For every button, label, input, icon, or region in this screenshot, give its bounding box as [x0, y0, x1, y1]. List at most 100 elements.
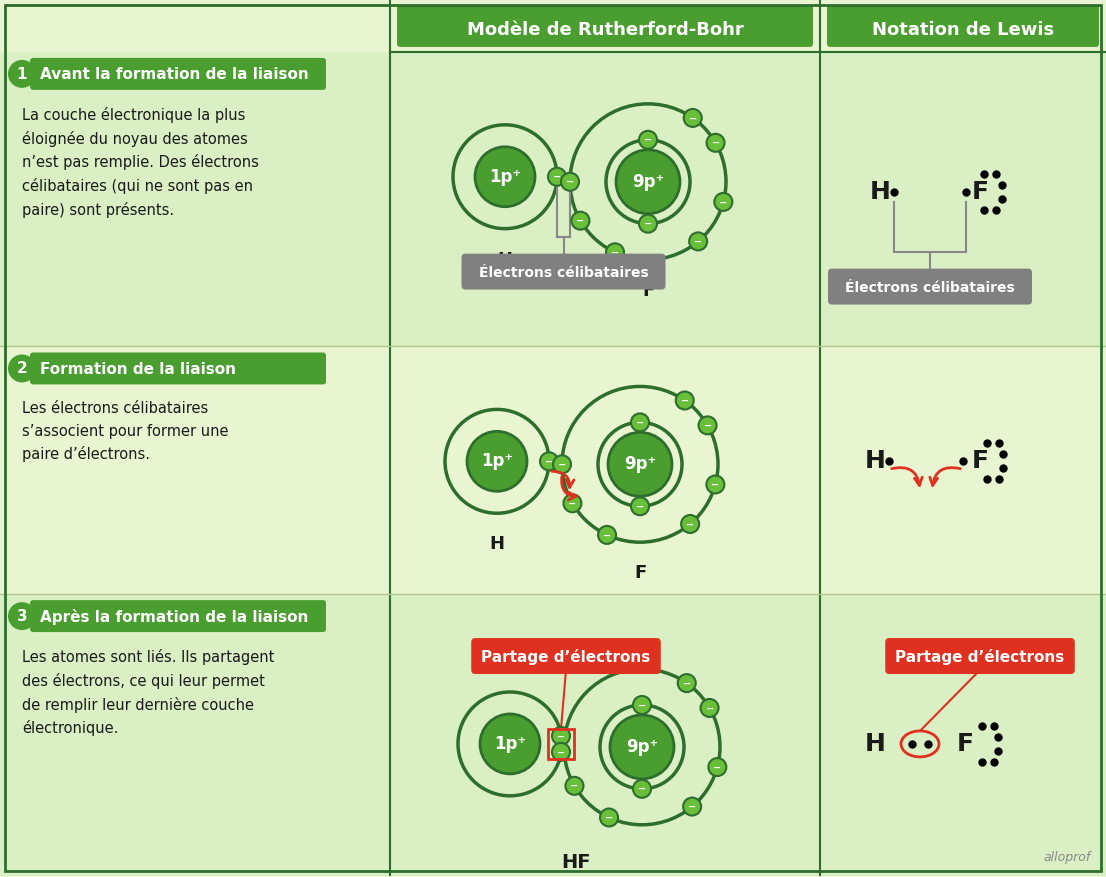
- Text: Électrons célibataires: Électrons célibataires: [479, 266, 648, 280]
- Circle shape: [684, 109, 701, 127]
- Text: −: −: [711, 480, 719, 490]
- Circle shape: [639, 215, 657, 232]
- Text: 1p⁺: 1p⁺: [489, 168, 521, 186]
- Text: H: H: [498, 251, 512, 268]
- Text: 1: 1: [17, 67, 28, 82]
- Text: F: F: [641, 282, 654, 300]
- Circle shape: [707, 475, 724, 494]
- Text: −: −: [636, 502, 644, 512]
- Text: alloprof: alloprof: [1044, 851, 1091, 864]
- Text: −: −: [557, 731, 565, 741]
- Circle shape: [606, 243, 624, 261]
- Text: 3: 3: [17, 610, 28, 624]
- Text: −: −: [605, 813, 613, 823]
- Text: −: −: [689, 113, 697, 124]
- Text: −: −: [638, 784, 646, 795]
- Text: −: −: [695, 237, 702, 247]
- Text: −: −: [611, 248, 619, 258]
- Text: 9p⁺: 9p⁺: [624, 455, 656, 474]
- Text: Notation de Lewis: Notation de Lewis: [872, 21, 1054, 39]
- Circle shape: [608, 432, 672, 496]
- Text: Les électrons célibataires
s’associent pour former une
paire d’électrons.: Les électrons célibataires s’associent p…: [22, 402, 229, 462]
- FancyBboxPatch shape: [30, 600, 326, 632]
- FancyArrowPatch shape: [891, 467, 922, 486]
- FancyArrowPatch shape: [562, 477, 576, 500]
- Circle shape: [632, 497, 649, 516]
- Text: F: F: [634, 564, 646, 582]
- FancyBboxPatch shape: [827, 5, 1099, 47]
- Text: −: −: [644, 135, 653, 146]
- Circle shape: [689, 232, 707, 250]
- Circle shape: [563, 495, 582, 512]
- Circle shape: [632, 413, 649, 431]
- Text: F: F: [971, 180, 989, 203]
- Bar: [0, 346, 1106, 594]
- Circle shape: [708, 758, 727, 776]
- Circle shape: [678, 674, 696, 692]
- Text: −: −: [680, 396, 689, 406]
- Circle shape: [633, 780, 651, 798]
- Circle shape: [474, 146, 535, 207]
- FancyBboxPatch shape: [885, 638, 1075, 674]
- Circle shape: [699, 417, 717, 434]
- Text: H: H: [490, 535, 504, 553]
- Circle shape: [611, 715, 674, 779]
- Bar: [0, 594, 1106, 876]
- Text: −: −: [644, 219, 653, 229]
- Text: −: −: [545, 457, 553, 467]
- Circle shape: [540, 453, 559, 470]
- Text: −: −: [682, 679, 691, 688]
- Circle shape: [8, 60, 36, 88]
- Text: −: −: [557, 747, 565, 758]
- Circle shape: [480, 714, 540, 774]
- Circle shape: [700, 699, 719, 717]
- Text: Après la formation de la liaison: Après la formation de la liaison: [40, 610, 309, 625]
- Text: Partage d’électrons: Partage d’électrons: [896, 649, 1065, 665]
- Text: −: −: [568, 499, 576, 509]
- Text: Partage d’électrons: Partage d’électrons: [481, 649, 650, 665]
- FancyArrowPatch shape: [552, 471, 574, 488]
- Text: Électrons célibataires: Électrons célibataires: [845, 281, 1015, 295]
- Circle shape: [565, 777, 584, 795]
- Text: 2: 2: [17, 361, 28, 376]
- Circle shape: [676, 391, 693, 410]
- Circle shape: [684, 797, 701, 816]
- Text: −: −: [686, 519, 695, 530]
- Text: 9p⁺: 9p⁺: [632, 173, 664, 190]
- Text: −: −: [638, 701, 646, 710]
- Text: HF: HF: [561, 852, 591, 872]
- Text: H: H: [865, 732, 886, 756]
- Text: −: −: [557, 460, 566, 470]
- Circle shape: [467, 431, 526, 491]
- FancyBboxPatch shape: [30, 353, 326, 384]
- Text: −: −: [713, 763, 721, 773]
- Circle shape: [598, 526, 616, 544]
- Circle shape: [681, 515, 699, 533]
- Bar: [547, 729, 574, 759]
- FancyBboxPatch shape: [30, 58, 326, 89]
- Circle shape: [8, 354, 36, 382]
- Text: −: −: [688, 802, 696, 812]
- Text: Les atomes sont liés. Ils partagent
des électrons, ce qui leur permet
de remplir: Les atomes sont liés. Ils partagent des …: [22, 649, 274, 737]
- Circle shape: [553, 455, 571, 474]
- Text: Modèle de Rutherford-Bohr: Modèle de Rutherford-Bohr: [467, 21, 743, 39]
- Text: F: F: [971, 449, 989, 474]
- Text: H: H: [869, 180, 890, 203]
- Text: Formation de la liaison: Formation de la liaison: [40, 362, 236, 377]
- Text: −: −: [636, 417, 644, 428]
- Text: −: −: [576, 216, 584, 226]
- Text: −: −: [711, 139, 720, 148]
- FancyBboxPatch shape: [461, 253, 666, 289]
- Circle shape: [707, 134, 724, 152]
- Circle shape: [633, 696, 651, 714]
- Text: −: −: [703, 421, 711, 431]
- FancyArrowPatch shape: [930, 467, 960, 486]
- Text: 1p⁺: 1p⁺: [481, 453, 513, 470]
- Circle shape: [8, 602, 36, 630]
- Text: 9p⁺: 9p⁺: [626, 738, 658, 756]
- FancyBboxPatch shape: [471, 638, 660, 674]
- Text: F: F: [957, 732, 973, 756]
- Text: −: −: [719, 197, 728, 207]
- Circle shape: [714, 193, 732, 210]
- FancyBboxPatch shape: [397, 5, 813, 47]
